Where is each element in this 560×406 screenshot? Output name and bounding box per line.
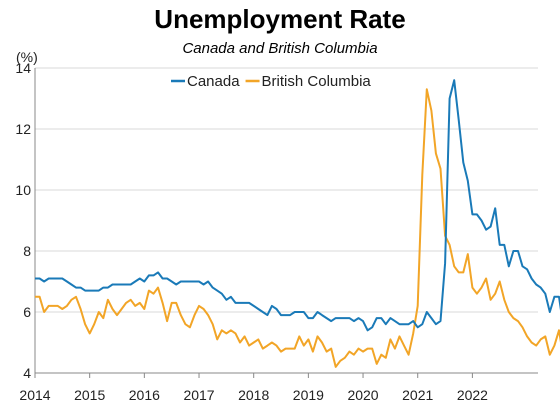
y-tick-label: 4 (23, 365, 31, 381)
series-line-british-columbia (35, 88, 560, 368)
legend-label: Canada (187, 73, 240, 90)
y-tick-label: 14 (15, 60, 31, 76)
x-tick-label: 2018 (238, 387, 269, 403)
x-tick-label: 2016 (129, 387, 160, 403)
x-tick-label: 2015 (74, 387, 105, 403)
x-tick-label: 2014 (19, 387, 50, 403)
axes: 4 6 8 10 12 14 2014 2015 2016 2017 2018 2019 2020 202… (15, 60, 538, 403)
y-tick-label: 10 (15, 182, 31, 198)
legend: Canada British Columbia (171, 73, 371, 90)
y-tick-label: 6 (23, 304, 31, 320)
y-tick-label: 8 (23, 243, 31, 259)
x-tick-label: 2017 (183, 387, 214, 403)
y-tick-label: 12 (15, 121, 31, 137)
series-lines (35, 79, 560, 368)
legend-label: British Columbia (262, 73, 372, 90)
x-tick-label: 2021 (402, 387, 433, 403)
chart-subtitle: Canada and British Columbia (182, 40, 378, 57)
x-tick-label: 2020 (347, 387, 378, 403)
x-tick-label: 2019 (293, 387, 324, 403)
series-line-canada (35, 79, 560, 332)
grid-lines (35, 67, 538, 374)
y-axis-label: (%) (16, 49, 38, 65)
chart-title: Unemployment Rate (154, 4, 406, 34)
x-tick-label: 2022 (457, 387, 488, 403)
